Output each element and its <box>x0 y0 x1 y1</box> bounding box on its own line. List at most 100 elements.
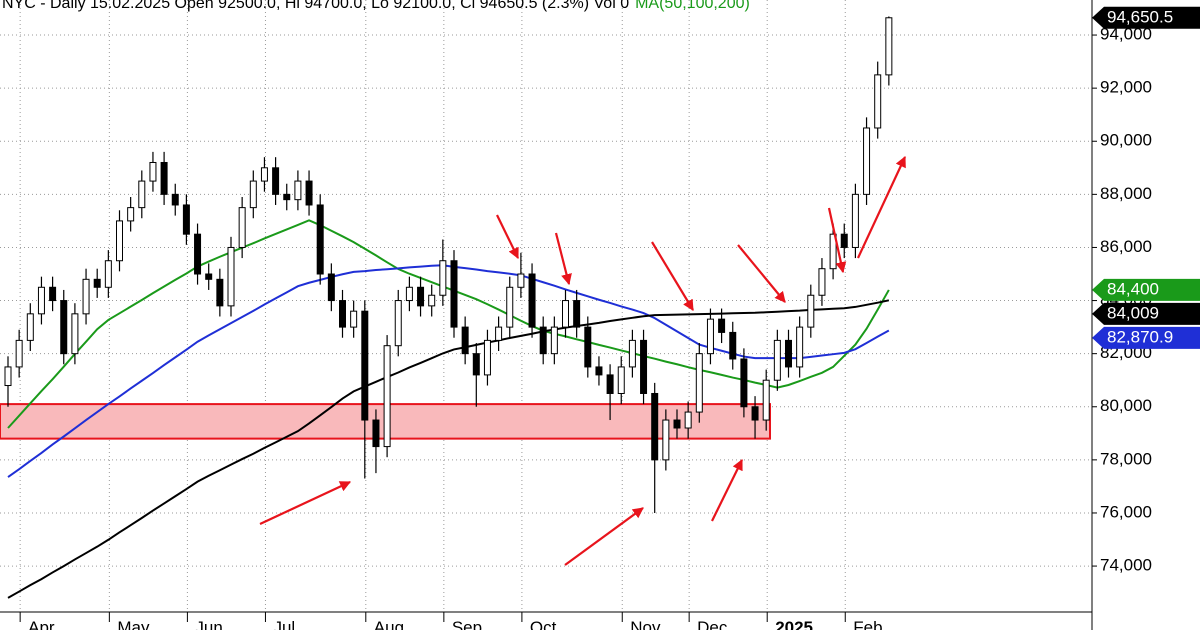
y-tick-label: 90,000 <box>1100 131 1152 150</box>
candle-body <box>272 167 280 195</box>
candle-body <box>483 339 491 376</box>
candle-body <box>517 273 525 288</box>
candle-body <box>506 286 514 328</box>
price-label-box <box>1092 326 1200 349</box>
candle-body <box>82 278 90 315</box>
candle-body <box>439 260 447 296</box>
candle-body <box>428 294 436 307</box>
x-tick-label: Aug <box>374 618 404 630</box>
candle-body <box>60 300 68 355</box>
annotations <box>259 156 906 566</box>
candle-body <box>138 180 146 209</box>
candle-body <box>651 392 659 461</box>
x-tick-label: Jul <box>273 618 295 630</box>
arrow <box>259 481 351 525</box>
y-tick-label: 92,000 <box>1100 78 1152 97</box>
candle-body <box>405 286 413 302</box>
candle-body <box>885 17 893 76</box>
candle-body <box>37 286 45 315</box>
candle-body <box>127 207 135 222</box>
candle-body <box>294 180 302 201</box>
y-tick-label: 80,000 <box>1100 396 1152 415</box>
candle-body <box>562 300 569 328</box>
candle-body <box>606 374 614 394</box>
x-tick-label: Sep <box>452 618 482 630</box>
candle-body <box>751 406 759 421</box>
arrow <box>564 507 644 566</box>
x-tick-label: 2025 <box>775 618 813 630</box>
candle-body <box>640 339 648 394</box>
candle-body <box>216 278 224 307</box>
candle-body <box>550 326 558 355</box>
candle-body <box>383 345 391 448</box>
candle-body <box>260 167 268 182</box>
candle-body <box>595 366 603 376</box>
candle-body <box>472 353 480 376</box>
candle-body <box>740 358 748 408</box>
x-tick-label: Jun <box>195 618 222 630</box>
x-tick-label: Oct <box>530 618 557 630</box>
candle-body <box>617 366 625 394</box>
y-tick-label: 74,000 <box>1100 556 1152 575</box>
candle-body <box>829 233 837 270</box>
candle-body <box>316 204 324 275</box>
candle-body <box>327 273 335 302</box>
candle-body <box>49 286 57 302</box>
candle-body <box>116 220 123 262</box>
candle-body <box>372 419 380 448</box>
candle-body <box>840 233 848 248</box>
candle-body <box>71 313 79 355</box>
candle-body <box>684 411 692 429</box>
candles <box>4 16 893 513</box>
candle-body <box>205 273 213 280</box>
axes: 74,00076,00078,00080,00082,00084,00086,0… <box>19 25 1152 630</box>
candle-body <box>573 300 581 328</box>
candle-body <box>851 193 859 248</box>
candle-body <box>796 326 804 368</box>
candle-body <box>863 127 871 195</box>
x-tick-label: May <box>117 618 150 630</box>
candle-body <box>673 419 681 429</box>
price-label: 84,400 <box>1107 279 1159 298</box>
arrow <box>554 232 572 286</box>
candle-body <box>305 180 313 206</box>
candle-body <box>104 260 112 288</box>
candle-body <box>539 326 547 355</box>
candle-body <box>182 204 190 235</box>
arrow <box>737 244 786 303</box>
candle-body <box>361 310 369 421</box>
candle-body <box>238 207 246 248</box>
moving-average-line <box>7 299 890 599</box>
candle-body <box>528 273 536 328</box>
candle-body <box>339 300 346 328</box>
candle-body <box>4 366 12 387</box>
candle-body <box>495 326 503 341</box>
candle-body <box>249 180 257 209</box>
x-tick-label: Dec <box>697 618 728 630</box>
candle-body <box>706 318 714 355</box>
x-tick-label: Apr <box>28 618 55 630</box>
candle-body <box>350 310 358 328</box>
candle-body <box>461 326 469 355</box>
candle-body <box>773 339 781 381</box>
candle-body <box>450 260 458 328</box>
y-tick-label: 78,000 <box>1100 449 1152 468</box>
y-tick-label: 86,000 <box>1100 237 1152 256</box>
candle-body <box>584 326 592 368</box>
candle-body <box>718 318 726 333</box>
price-label-box <box>1092 278 1200 301</box>
moving-average-line <box>7 264 890 478</box>
y-tick-label: 94,000 <box>1100 25 1152 44</box>
candle-body <box>818 268 826 296</box>
candle-body <box>227 246 235 307</box>
subtitle: MA(50,100,200) <box>635 0 750 12</box>
candle-body <box>171 193 179 206</box>
price-label-box <box>1092 6 1200 29</box>
candle-body <box>662 419 670 461</box>
arrow <box>496 214 519 259</box>
price-label: 82,870.9 <box>1107 327 1173 346</box>
candle-body <box>93 278 101 288</box>
title: NYC - Daily 15.02.2025 Open 92500.0, Hi … <box>2 0 629 12</box>
